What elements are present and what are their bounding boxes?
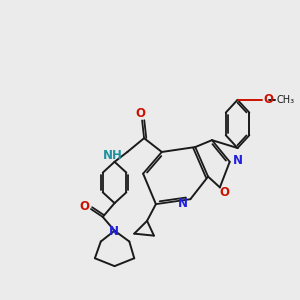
Text: CH₃: CH₃: [277, 95, 295, 105]
Text: NH: NH: [103, 149, 122, 162]
Text: O: O: [79, 200, 89, 213]
Text: O: O: [220, 186, 230, 199]
Text: O: O: [263, 93, 273, 106]
Text: N: N: [232, 154, 243, 167]
Text: N: N: [178, 196, 188, 210]
Text: N: N: [109, 225, 118, 238]
Text: O: O: [135, 107, 145, 120]
